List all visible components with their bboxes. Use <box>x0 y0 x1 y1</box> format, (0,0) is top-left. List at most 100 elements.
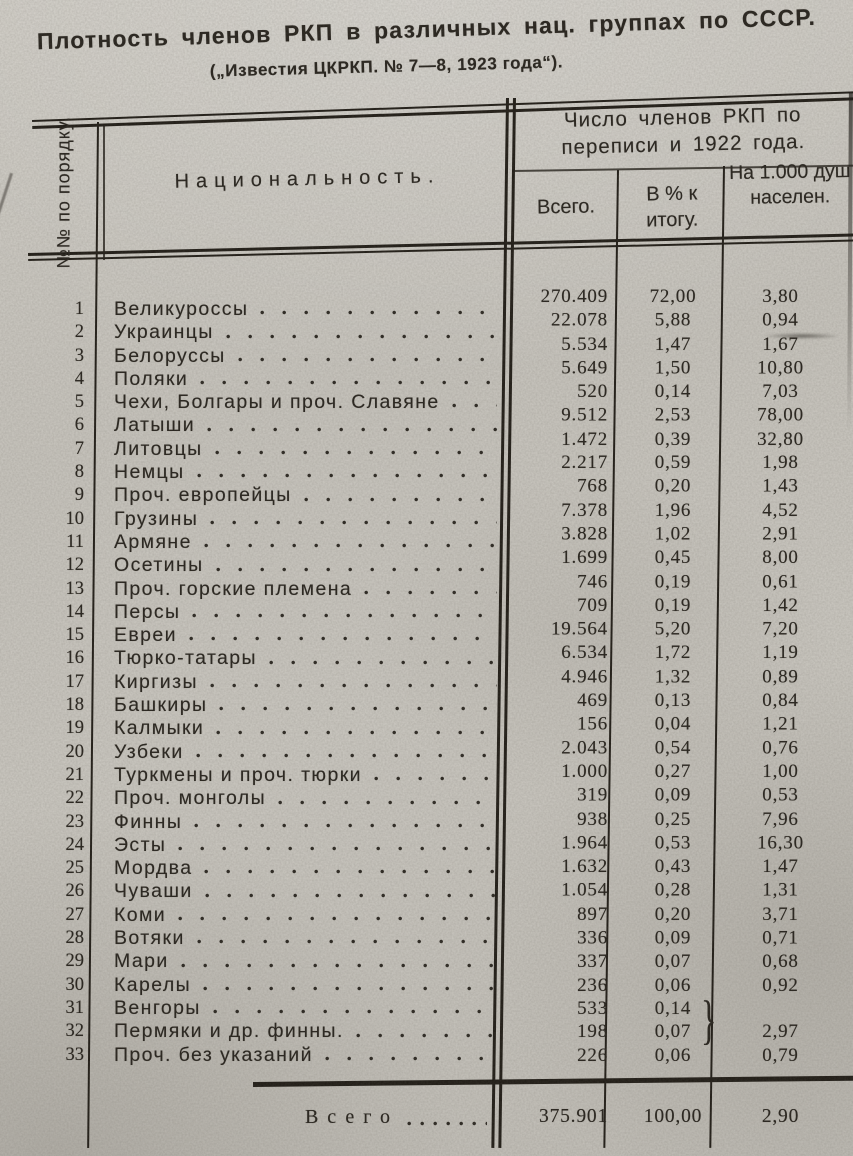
row-total: 270.409 <box>540 286 608 307</box>
row-percent: 72,00 <box>649 286 697 307</box>
row-per1000: 0,79 <box>762 1044 799 1066</box>
dot-leader <box>219 706 497 712</box>
row-percent: 1,32 <box>654 666 692 688</box>
row-total: 156 <box>577 713 608 735</box>
row-index: 31 <box>65 997 85 1018</box>
row-index: 13 <box>65 578 85 599</box>
row-percent: 0,20 <box>654 476 692 498</box>
row-percent: 1,72 <box>654 642 692 664</box>
row-nationality: Украинцы <box>92 321 515 344</box>
row-index: 30 <box>65 974 85 995</box>
row-percent: 0,09 <box>654 784 692 806</box>
row-nationality: Поляки <box>92 368 515 391</box>
row-percent: 0,04 <box>654 713 692 735</box>
dot-leader <box>192 613 497 619</box>
row-index: 8 <box>74 462 84 483</box>
dot-leader <box>407 1121 487 1126</box>
row-nationality: Эсты <box>92 834 515 857</box>
row-per1000: 3,71 <box>762 903 799 925</box>
dot-leader <box>194 822 497 828</box>
row-percent: 0,14 <box>654 381 692 403</box>
row-nationality: Чехи, Болгары и проч. Славяне <box>92 391 515 414</box>
row-per1000: 3,80 <box>762 286 799 307</box>
row-nationality: Белоруссы <box>92 345 515 368</box>
row-nationality: Литовцы <box>92 438 515 461</box>
row-percent: 0,13 <box>654 689 692 711</box>
row-index: 14 <box>65 601 85 622</box>
row-per1000: 0,71 <box>762 927 799 949</box>
dot-leader <box>209 683 497 689</box>
row-percent: 0,28 <box>654 879 692 901</box>
row-per1000: 7,20 <box>762 618 799 640</box>
dot-leader <box>324 1055 497 1061</box>
row-total: 1.699 <box>561 547 608 569</box>
total-row-index-spacer <box>0 1100 92 1134</box>
row-total: 226 <box>577 1044 608 1066</box>
row-nationality: Калмыки <box>92 717 515 740</box>
row-nationality: Мордва <box>92 857 515 880</box>
row-total: 9.512 <box>561 404 608 426</box>
total-row-per1000: 2,90 <box>761 1106 800 1127</box>
row-index: 32 <box>65 1021 85 1042</box>
row-per1000 <box>726 997 853 1020</box>
row-per1000: 8,00 <box>762 547 799 569</box>
row-per1000: 0,92 <box>762 974 799 996</box>
row-per1000: 16,30 <box>757 832 804 854</box>
row-nationality: Чуваши <box>92 880 515 903</box>
table-row: 25 Мордва 1.632 0,43 1,47 <box>0 856 853 880</box>
row-per1000: 1,42 <box>762 594 799 616</box>
row-nationality: Венгоры <box>92 997 515 1020</box>
row-index: 26 <box>65 881 85 902</box>
rule-header-bottom <box>28 233 853 261</box>
row-total: 1.472 <box>561 428 608 450</box>
col-header-total: Всего. <box>536 195 596 219</box>
scan-edge-mark-left <box>0 172 14 218</box>
dot-leader <box>260 310 497 316</box>
col-header-index: №№ по порядку. <box>53 115 74 268</box>
row-percent: 1,47 <box>654 333 692 355</box>
row-total: 1.632 <box>561 856 608 878</box>
row-nationality: Пермяки и др. финны. <box>92 1020 515 1043</box>
dot-leader <box>215 566 497 572</box>
row-total: 337 <box>577 951 608 973</box>
dot-leader <box>203 985 497 991</box>
row-percent: 0,39 <box>654 428 692 450</box>
row-total: 533 <box>577 997 608 1019</box>
dot-leader <box>204 892 497 898</box>
table-row: 28 Вотяки 336 0,09 0,71 <box>0 927 853 950</box>
row-total: 4.946 <box>561 666 608 688</box>
row-nationality: Тюрко-татары <box>92 647 515 670</box>
table-row: 32 Пермяки и др. финны. 198 0,07 2,97 <box>0 1020 853 1043</box>
dot-leader <box>212 1009 497 1015</box>
dot-leader <box>216 729 497 735</box>
dot-leader <box>178 846 497 852</box>
row-index: 29 <box>65 951 85 972</box>
row-per1000: 0,61 <box>762 571 799 593</box>
row-percent: 0,45 <box>654 547 692 569</box>
row-nationality: Проч. без указаний <box>92 1044 515 1067</box>
row-index: 24 <box>65 834 85 855</box>
table-row: 26 Чуваши 1.054 0,28 1,31 <box>0 880 853 903</box>
scan-smudge-artifact <box>750 332 853 340</box>
row-nationality: Грузины <box>92 508 515 531</box>
dot-leader <box>196 939 497 945</box>
row-total: 336 <box>577 927 608 949</box>
table-row: 27 Коми 897 0,20 3,71 <box>0 904 853 927</box>
row-index: 6 <box>74 415 84 436</box>
row-nationality: Проч. горские племена <box>92 578 515 601</box>
row-per1000: 0,76 <box>762 737 799 759</box>
total-row: Всего 375.901 100,00 2,90 <box>0 1100 853 1134</box>
dot-leader <box>451 403 497 409</box>
row-nationality: Башкиры <box>92 694 515 717</box>
row-total: 2.217 <box>561 452 608 474</box>
row-per1000: 1,00 <box>762 761 799 783</box>
brace-rows-31-32: } <box>701 990 717 1050</box>
row-percent: 0,25 <box>654 808 692 830</box>
row-total: 3.828 <box>561 523 608 545</box>
row-nationality: Киргизы <box>92 671 515 694</box>
col-header-percent: В % к итогу. <box>645 182 699 232</box>
row-percent: 0,59 <box>654 452 692 474</box>
row-per1000: 0,84 <box>762 689 799 711</box>
row-per1000: 0,89 <box>762 666 799 688</box>
